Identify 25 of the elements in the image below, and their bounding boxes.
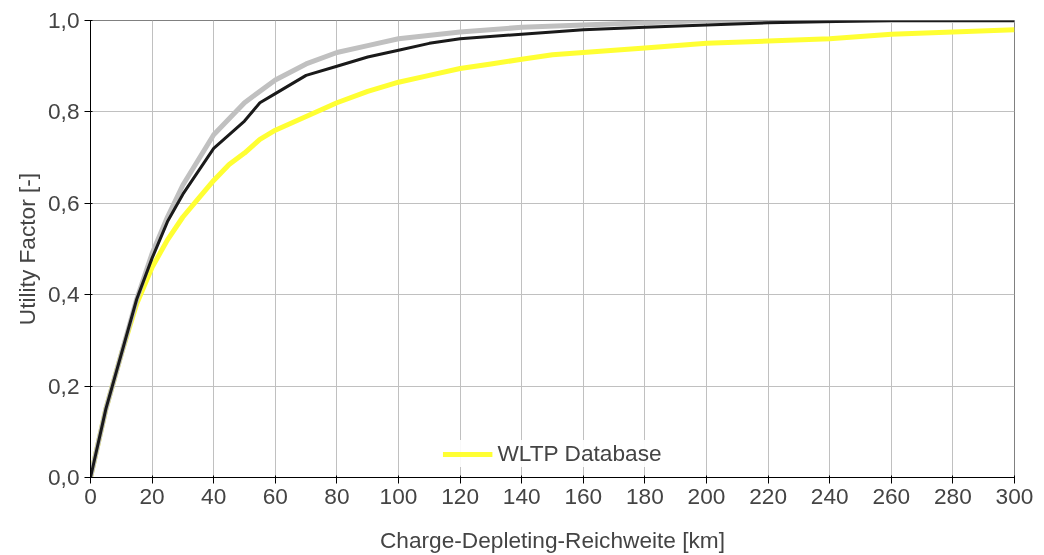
x-tick-label: 140 <box>502 482 541 509</box>
x-tick-label: 160 <box>564 482 603 509</box>
legend-label: WLTP Database <box>497 440 662 467</box>
y-tick-label: 0,8 <box>48 98 80 125</box>
y-tick-label: 0,2 <box>48 372 80 399</box>
x-tick-label: 200 <box>687 482 726 509</box>
x-tick-label: 40 <box>201 482 227 509</box>
x-tick-label: 0 <box>84 482 97 509</box>
x-tick-label: 180 <box>626 482 664 509</box>
x-tick-label: 300 <box>995 482 1034 509</box>
y-axis-title: Utility Factor [-] <box>14 172 40 326</box>
y-tick-label: 0,6 <box>48 189 80 216</box>
y-tick-label: 0,0 <box>48 464 80 490</box>
x-tick-label: 220 <box>749 482 788 509</box>
x-tick-label: 120 <box>441 482 480 509</box>
y-tick-label: 1,0 <box>48 7 80 33</box>
x-tick-label: 260 <box>872 482 911 509</box>
x-tick-label: 100 <box>379 482 418 509</box>
x-tick-label: 240 <box>810 482 849 509</box>
x-axis-title: Charge-Depleting-Reichweite [km] <box>379 526 726 553</box>
x-tick-label: 80 <box>324 482 350 509</box>
x-tick-label: 60 <box>262 482 288 509</box>
y-tick-label: 0,4 <box>48 281 80 308</box>
x-tick-label: 280 <box>934 482 972 509</box>
x-tick-label: 20 <box>139 482 165 509</box>
